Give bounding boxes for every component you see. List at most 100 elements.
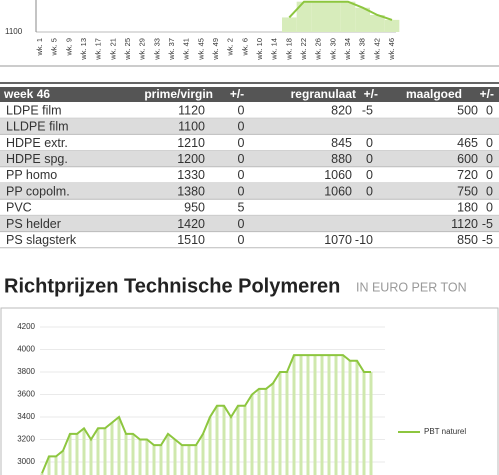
bar: [173, 439, 177, 475]
table-cell: 845: [331, 136, 352, 150]
bar: [370, 15, 385, 33]
table-cell: -5: [362, 103, 373, 117]
series-line: [41, 354, 371, 474]
bar: [243, 405, 247, 475]
x-tick-label: wk. 22: [299, 38, 308, 61]
table-cell: -10: [355, 233, 373, 247]
bar: [384, 19, 400, 32]
table-cell: 1200: [177, 152, 205, 166]
bar: [145, 439, 149, 475]
y-tick-label: 3600: [17, 390, 35, 399]
y-tick-label: 3000: [17, 457, 35, 466]
table-cell: 0: [238, 233, 245, 247]
table-cell: 1060: [324, 184, 352, 198]
table-cell: 0: [238, 103, 245, 117]
x-tick-label: wk. 26: [314, 38, 323, 61]
table-cell: -5: [482, 217, 493, 231]
bar: [236, 405, 240, 475]
bar: [348, 360, 352, 475]
table-cell: 0: [238, 136, 245, 150]
table-cell: PS helder: [6, 217, 61, 231]
table-header-cell: prime/virgin: [144, 87, 213, 101]
y-tick-label: 3800: [17, 367, 35, 376]
table-header-cell: week 46: [3, 87, 50, 101]
table-cell: 0: [486, 152, 493, 166]
x-tick-label: wk. 2: [226, 38, 235, 57]
bar: [138, 439, 142, 475]
table-cell: 850: [457, 233, 478, 247]
y-tick-label: 3200: [17, 435, 35, 444]
table-cell: 750: [457, 184, 478, 198]
x-tick-label: wk. 42: [372, 38, 381, 61]
y-tick-label: 1100: [5, 27, 23, 36]
table-cell: 1510: [177, 233, 205, 247]
table-cell: LDPE film: [6, 103, 62, 117]
y-tick-label: 4200: [17, 322, 35, 331]
bar: [180, 445, 184, 475]
table-cell: 1060: [324, 168, 352, 182]
table-cell: PP homo: [6, 168, 57, 182]
bar: [334, 355, 338, 475]
y-tick-label: 4000: [17, 345, 35, 354]
bar: [264, 388, 268, 475]
x-tick-label: wk. 30: [328, 38, 337, 61]
table-row-bg: [0, 118, 499, 135]
bar: [117, 417, 121, 475]
table-cell: HDPE extr.: [6, 136, 68, 150]
bar: [271, 383, 275, 475]
bar: [187, 445, 191, 475]
bar: [320, 355, 324, 475]
bar: [47, 456, 51, 475]
bar: [222, 405, 226, 475]
table-cell: 0: [486, 201, 493, 215]
bar: [103, 428, 107, 475]
table-row-bg: [0, 215, 499, 232]
table-cell: 465: [457, 136, 478, 150]
bar: [296, 1, 312, 33]
table-cell: 0: [366, 152, 373, 166]
bar: [311, 1, 326, 33]
x-tick-label: wk. 41: [182, 38, 191, 61]
bar: [166, 433, 170, 475]
table-cell: 1420: [177, 217, 205, 231]
x-tick-label: wk. 10: [255, 38, 264, 61]
table-cell: 0: [486, 184, 493, 198]
table-cell: 1210: [177, 136, 205, 150]
table-header-cell: maalgoed: [406, 87, 462, 101]
x-tick-label: wk. 46: [387, 38, 396, 61]
x-tick-label: wk. 1: [35, 38, 44, 57]
x-tick-label: wk. 33: [152, 38, 161, 61]
bar: [313, 355, 317, 475]
x-tick-label: wk. 18: [284, 38, 293, 61]
table-row-bg: [0, 150, 499, 167]
x-tick-label: wk. 34: [343, 38, 352, 61]
table-cell: 0: [366, 136, 373, 150]
bar: [194, 445, 198, 475]
x-tick-label: wk. 38: [358, 38, 367, 61]
table-cell: 0: [366, 184, 373, 198]
legend-label: PBT naturel: [424, 427, 466, 436]
x-tick-label: wk. 29: [138, 38, 147, 61]
table-cell: 0: [238, 217, 245, 231]
table-cell: 5: [238, 201, 245, 215]
table-cell: 0: [238, 184, 245, 198]
table-cell: 0: [238, 168, 245, 182]
bar: [75, 433, 79, 475]
table-header-cell: +/-: [480, 87, 494, 101]
x-tick-label: wk. 17: [94, 38, 103, 61]
x-tick-label: wk. 13: [79, 38, 88, 61]
bar: [40, 473, 44, 475]
bar: [208, 417, 212, 475]
table-header-cell: +/-: [364, 87, 378, 101]
table-cell: 1120: [451, 217, 478, 231]
bar: [278, 372, 282, 475]
table-cell: 500: [457, 103, 478, 117]
table-cell: 950: [184, 201, 205, 215]
bar: [362, 372, 366, 475]
table-cell: 0: [486, 168, 493, 182]
x-tick-label: wk. 5: [50, 38, 59, 57]
chart-subtitle: IN EURO PER TON: [356, 280, 467, 294]
bar: [292, 355, 296, 475]
table-cell: PP copolm.: [6, 184, 70, 198]
